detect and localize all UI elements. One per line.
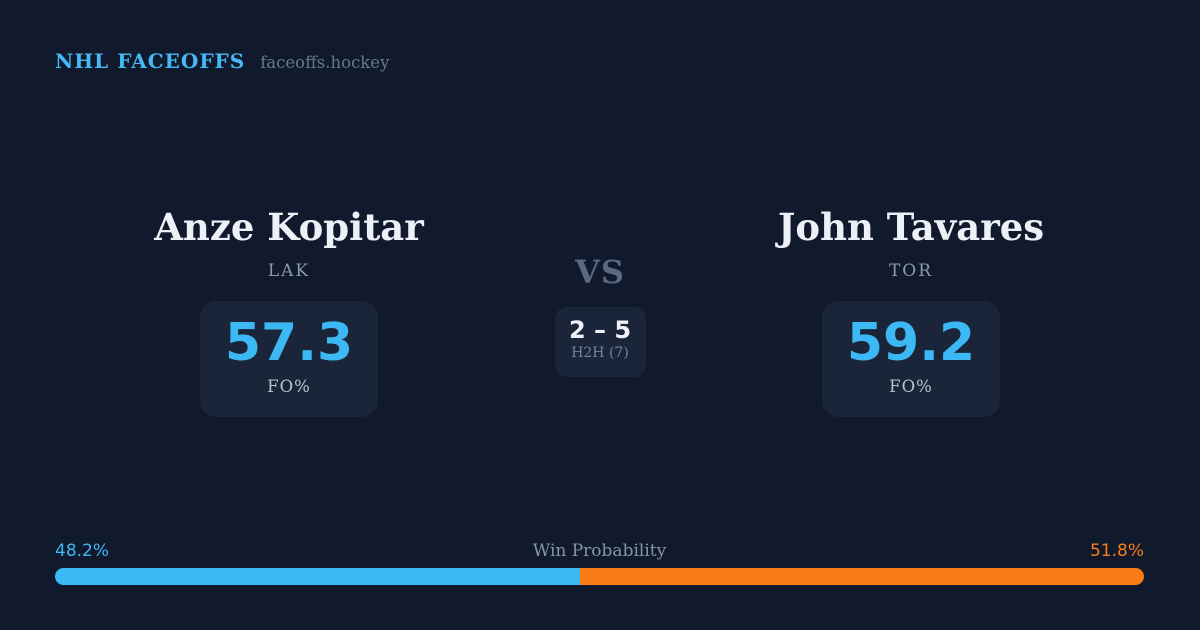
player-left-fo-pct: 57.3 [224,313,354,374]
win-probability-bar-right-segment [579,568,1144,585]
player-left-team: LAK [267,261,311,282]
win-probability-title: Win Probability [532,541,667,561]
win-probability-bar-left-segment [55,568,580,585]
player-right-stat-card: 59.2 FO% [822,301,1000,418]
h2h-card: 2 – 5 H2H (7) [554,307,646,377]
player-right: John Tavares TOR 59.2 FO% [700,204,1122,418]
player-left: Anze Kopitar LAK 57.3 FO% [78,204,500,418]
player-right-fo-pct: 59.2 [846,313,976,374]
versus-column: VS 2 – 5 H2H (7) [500,204,700,377]
matchup-row: Anze Kopitar LAK 57.3 FO% VS 2 – 5 H2H (… [0,204,1200,418]
header: NHL FACEOFFS faceoffs.hockey [55,49,389,73]
player-left-name: Anze Kopitar [154,205,424,249]
player-right-team: TOR [888,261,934,282]
site-domain: faceoffs.hockey [260,53,390,72]
player-right-stat-label: FO% [889,376,933,396]
player-left-stat-label: FO% [267,376,311,396]
win-probability-right-pct: 51.8% [1089,541,1144,561]
h2h-label: H2H (7) [571,345,629,362]
win-probability-labels: 48.2% Win Probability 51.8% [55,541,1144,561]
player-left-stat-card: 57.3 FO% [200,301,378,418]
win-probability-left-pct: 48.2% [55,541,110,561]
h2h-score: 2 – 5 [568,316,632,344]
brand-title: NHL FACEOFFS [55,49,246,73]
win-probability-bar [55,568,1144,585]
player-right-name: John Tavares [777,205,1045,249]
vs-label: VS [575,253,625,291]
